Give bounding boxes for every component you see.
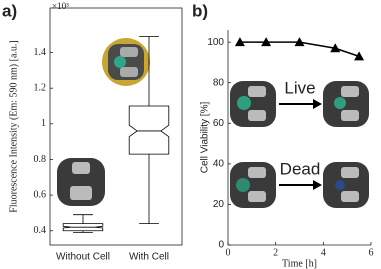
arrow-head [313, 180, 322, 190]
x-tick-label: 0 [226, 247, 231, 258]
y-tick-label: 0.6 [34, 189, 47, 200]
panel-label: a) [2, 1, 17, 20]
x-tick-label: 6 [369, 247, 374, 258]
y-tick-label: 1.4 [34, 47, 47, 58]
marker [234, 37, 245, 47]
inset-live-after [323, 81, 369, 127]
inset-live-before [230, 81, 276, 127]
x-tick-label: 2 [273, 247, 278, 258]
y-tick-label: 100 [207, 37, 224, 48]
annotation: Live [284, 78, 315, 97]
plot-frame [49, 7, 183, 246]
y-tick-label: 20 [213, 199, 225, 210]
inset-without-cell [57, 158, 105, 206]
y-tick-label: 40 [213, 159, 225, 170]
x-axis-label: Time [h] [282, 258, 317, 269]
y-tick-label: 80 [213, 77, 225, 88]
y-tick-label: 60 [213, 118, 225, 129]
panel-label: b) [192, 1, 208, 20]
x-tick-label: Without Cell [56, 252, 110, 263]
y-tick-label: 1.2 [34, 82, 47, 93]
marker [294, 37, 305, 47]
annotation: Dead [280, 159, 321, 178]
x-tick-label: 4 [321, 247, 326, 258]
marker [354, 51, 365, 61]
box [128, 105, 170, 155]
inset-dead-before [230, 162, 276, 208]
arrow-head [313, 99, 322, 109]
y-tick-label: 0.4 [34, 225, 47, 236]
y-axis-label: Fluorescence Intensity (Em: 590 nm) [a.u… [8, 40, 19, 212]
y-tick-label: 0 [218, 240, 224, 251]
marker [261, 37, 272, 47]
axes [227, 30, 371, 246]
y-tick-label: 0.8 [34, 154, 47, 165]
y-axis-label: Cell Viability [%] [200, 102, 211, 174]
inset-with-cell [102, 38, 150, 86]
x-tick-label: With Cell [129, 252, 169, 263]
axis-multiplier: ×10³ [52, 1, 69, 11]
inset-dead-after [323, 162, 369, 208]
marker [330, 43, 341, 53]
y-tick-label: 1 [41, 118, 46, 129]
